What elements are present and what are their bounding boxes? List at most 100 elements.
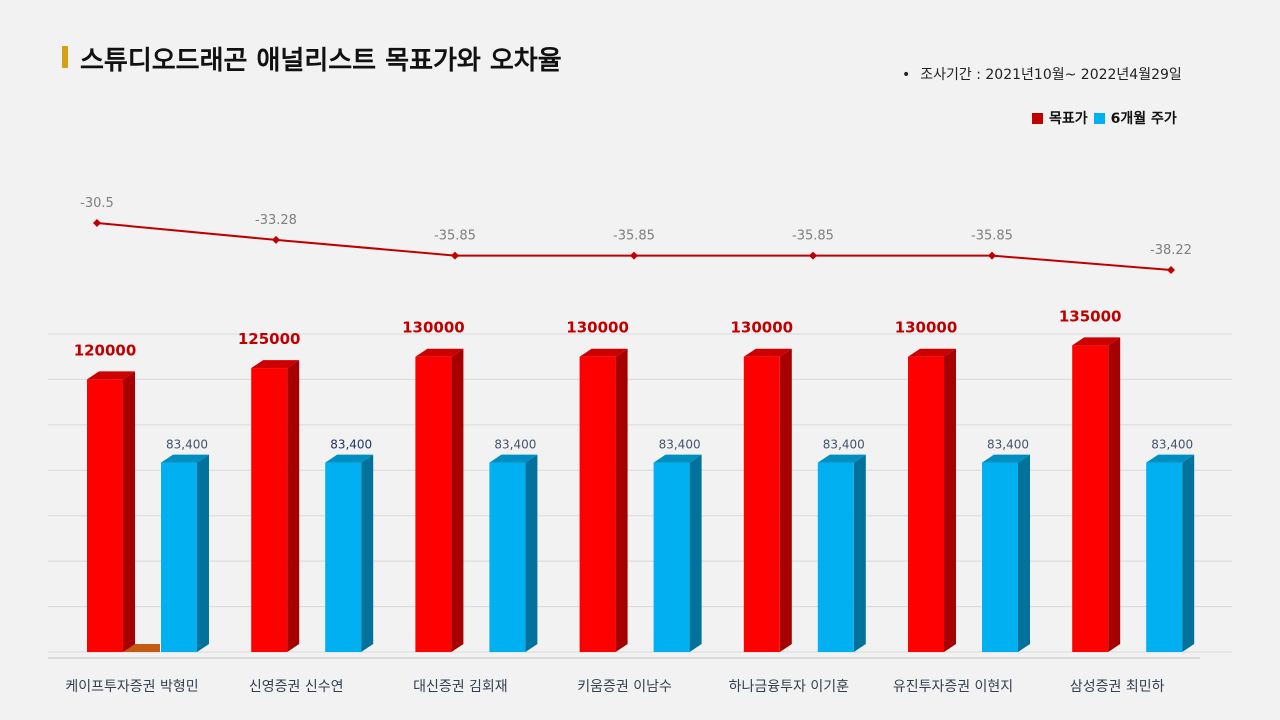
bar-target-side — [123, 371, 135, 652]
bar-price-top — [982, 454, 1030, 463]
data-label-target: 130000 — [730, 319, 793, 337]
bar-price-front — [1146, 462, 1183, 652]
legend-item-price: 6개월 주가 — [1093, 108, 1177, 128]
bar-target-top — [251, 360, 300, 369]
data-label-target: 125000 — [238, 330, 301, 348]
bar-target-front — [251, 368, 288, 652]
bar-target-top — [579, 348, 628, 357]
bar-price — [653, 454, 702, 652]
data-label-price: 83,400 — [330, 438, 372, 452]
bullet: • — [902, 67, 911, 83]
error-rate-label: -33.28 — [255, 213, 297, 228]
bar-target-front — [415, 356, 452, 652]
x-tick-label: 신영증권 신수연 — [249, 679, 344, 695]
bar-price-side — [197, 454, 209, 652]
bar-price-front — [161, 462, 197, 652]
error-rate-point — [809, 251, 817, 260]
error-rate-label: -35.85 — [792, 229, 834, 244]
data-label-target: 130000 — [402, 319, 465, 337]
survey-period-text: 조사기간 : 2021년10월~ 2022년4월29일 — [920, 67, 1182, 83]
data-label-price: 83,400 — [1151, 438, 1193, 452]
bar-target-side — [451, 348, 464, 652]
page-title: 스튜디오드래곤 애널리스트 목표가와 오차율 — [80, 46, 562, 76]
data-label-price: 83,400 — [987, 438, 1029, 452]
bar-price-side — [853, 454, 866, 652]
bar-target — [87, 371, 135, 652]
bar-target — [251, 360, 300, 652]
bar-target-side — [615, 348, 628, 652]
bar-target-top — [415, 348, 464, 357]
error-rate-point — [988, 251, 996, 260]
bar-price-top — [817, 454, 866, 463]
bar-target-top — [1072, 337, 1121, 346]
bar-target-side — [287, 360, 300, 652]
error-rate-point — [272, 235, 280, 244]
bar-target-side — [1108, 337, 1121, 652]
bar-target-front — [908, 356, 944, 652]
data-label-price: 83,400 — [823, 438, 865, 452]
error-rate-label: -35.85 — [971, 229, 1013, 244]
bar-target-top — [743, 348, 792, 357]
error-rate-label: -30.5 — [80, 196, 114, 211]
title-accent-bar — [62, 46, 68, 68]
bar-price-side — [1182, 454, 1195, 652]
legend-swatch-price — [1093, 112, 1105, 124]
error-rate-point — [1167, 266, 1175, 274]
bar-price — [817, 454, 866, 652]
x-tick-label: 하나금융투자 이기훈 — [729, 679, 849, 695]
legend-label-target: 목표가 — [1049, 111, 1088, 127]
bar-price — [1146, 454, 1195, 652]
bar-price — [982, 454, 1030, 652]
floor-block — [124, 644, 160, 652]
bar-price-front — [325, 462, 362, 652]
survey-period: • 조사기간 : 2021년10월~ 2022년4월29일 — [902, 64, 1182, 84]
bar-price-side — [361, 454, 374, 652]
bar-price-top — [325, 454, 374, 463]
bar-price-front — [489, 462, 526, 652]
bar-price-front — [817, 462, 854, 652]
bar-target — [415, 348, 464, 652]
x-tick-label: 대신증권 김회재 — [413, 679, 508, 695]
error-rate-label: -35.85 — [613, 229, 655, 244]
data-label-target: 130000 — [566, 319, 629, 337]
data-label-target: 130000 — [895, 319, 958, 337]
data-label-price: 83,400 — [494, 438, 536, 452]
error-rate-point — [93, 219, 101, 227]
bar-target — [579, 348, 628, 652]
legend: 목표가 6개월 주가 — [1032, 108, 1183, 128]
legend-item-target: 목표가 — [1032, 108, 1088, 128]
bar-target-side — [779, 348, 792, 652]
bar-target — [908, 348, 956, 652]
bar-target-side — [944, 348, 956, 652]
legend-label-price: 6개월 주가 — [1110, 111, 1177, 127]
data-label-target: 120000 — [74, 341, 137, 359]
legend-swatch-target — [1032, 112, 1043, 124]
bar-price-side — [689, 454, 702, 652]
bar-target — [743, 348, 792, 652]
bar-target-front — [579, 356, 616, 652]
data-label-price: 83,400 — [659, 438, 701, 452]
bar-price-top — [489, 454, 538, 463]
error-rate-label: -35.85 — [434, 229, 476, 244]
bar-target-front — [743, 356, 780, 652]
bar-price — [325, 454, 374, 652]
x-tick-label: 유진투자증권 이현지 — [893, 679, 1013, 695]
bar-price-side — [1018, 454, 1030, 652]
data-label-target: 135000 — [1059, 307, 1122, 325]
error-rate-label: -38.22 — [1150, 243, 1192, 258]
bar-price-top — [1146, 454, 1195, 463]
bar-target-top — [87, 371, 135, 380]
x-tick-label: 키움증권 이남수 — [577, 679, 672, 695]
bar-target-front — [87, 379, 123, 652]
x-tick-label: 삼성증권 최민하 — [1070, 679, 1165, 695]
bar-price — [489, 454, 538, 652]
data-label-price: 83,400 — [166, 438, 208, 452]
bar-price-top — [653, 454, 702, 463]
gridlines — [48, 333, 1232, 653]
bar-price — [161, 454, 209, 652]
bar-target-front — [1072, 345, 1109, 652]
bar-target — [1072, 337, 1121, 652]
error-rate-point — [630, 251, 638, 260]
bar-price-side — [525, 454, 538, 652]
